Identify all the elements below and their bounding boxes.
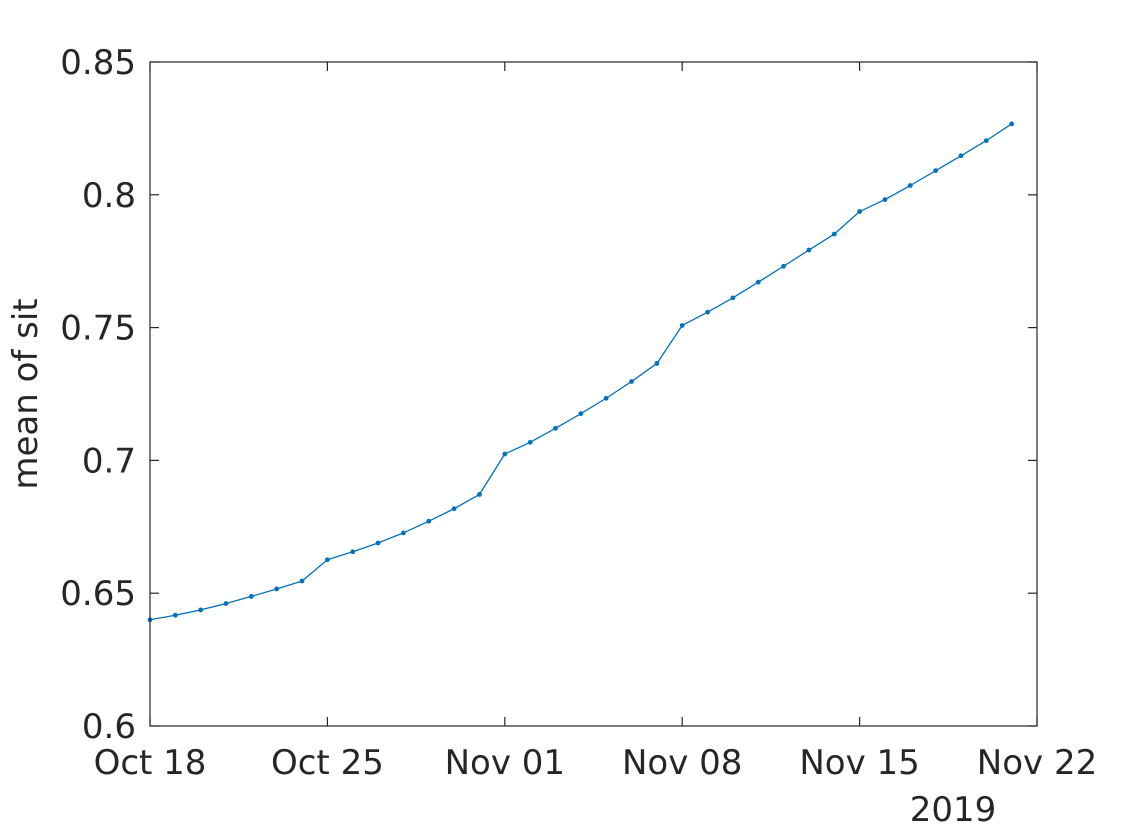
- y-axis-label: mean of sit: [6, 298, 46, 489]
- y-tick-label: 0.85: [60, 43, 136, 83]
- y-tick-label: 0.8: [82, 176, 136, 216]
- data-point: [477, 491, 482, 497]
- y-tick-label: 0.6: [82, 707, 136, 747]
- data-point: [325, 557, 330, 563]
- data-point: [907, 183, 913, 188]
- x-tick-label: Nov 15: [799, 743, 919, 783]
- data-point: [654, 361, 660, 366]
- data-point: [933, 168, 939, 174]
- data-point: [603, 395, 609, 401]
- data-point: [198, 607, 204, 613]
- data-point: [578, 411, 584, 417]
- data-point: [831, 231, 837, 237]
- x-tick-label: Nov 08: [622, 743, 742, 783]
- plot-area-background: [150, 62, 1037, 726]
- x-tick-label: Oct 25: [271, 743, 384, 783]
- data-point: [553, 425, 558, 431]
- plot-area-box: [149, 61, 1038, 727]
- data-point: [1009, 121, 1015, 127]
- y-tick-label: 0.75: [60, 309, 136, 349]
- data-point: [274, 586, 280, 592]
- data-point: [426, 518, 432, 524]
- data-point: [781, 263, 786, 269]
- data-point: [755, 279, 761, 285]
- data-point: [172, 612, 178, 618]
- x-tick-label: Nov 22: [977, 743, 1097, 783]
- x-tick-labels: Oct 18 Oct 25 Nov 01 Nov 08 Nov 15 Nov 22: [94, 743, 1098, 783]
- data-point: [983, 138, 989, 144]
- data-point: [299, 578, 305, 584]
- data-point: [730, 295, 736, 301]
- series-markers: [147, 121, 1015, 623]
- x-tick-label: Nov 01: [445, 743, 565, 783]
- data-point: [527, 439, 533, 445]
- x-tick-label: Oct 18: [94, 743, 207, 783]
- x-axis-year-label: 2019: [910, 790, 997, 830]
- data-point: [882, 197, 888, 202]
- data-point: [451, 506, 457, 512]
- data-point: [401, 530, 406, 536]
- data-point: [375, 540, 381, 546]
- data-point: [350, 549, 356, 555]
- y-tick-label: 0.7: [82, 441, 136, 481]
- data-point: [958, 153, 964, 159]
- data-point: [223, 601, 229, 606]
- data-point: [857, 209, 862, 214]
- data-point: [248, 593, 254, 599]
- data-point: [705, 309, 710, 315]
- data-point: [679, 323, 685, 328]
- data-point: [806, 247, 812, 253]
- y-tick-label: 0.65: [60, 574, 136, 614]
- y-tick-labels: 0.6 0.65 0.7 0.75 0.8 0.85: [60, 43, 136, 747]
- data-point: [629, 379, 634, 384]
- data-point: [502, 451, 508, 457]
